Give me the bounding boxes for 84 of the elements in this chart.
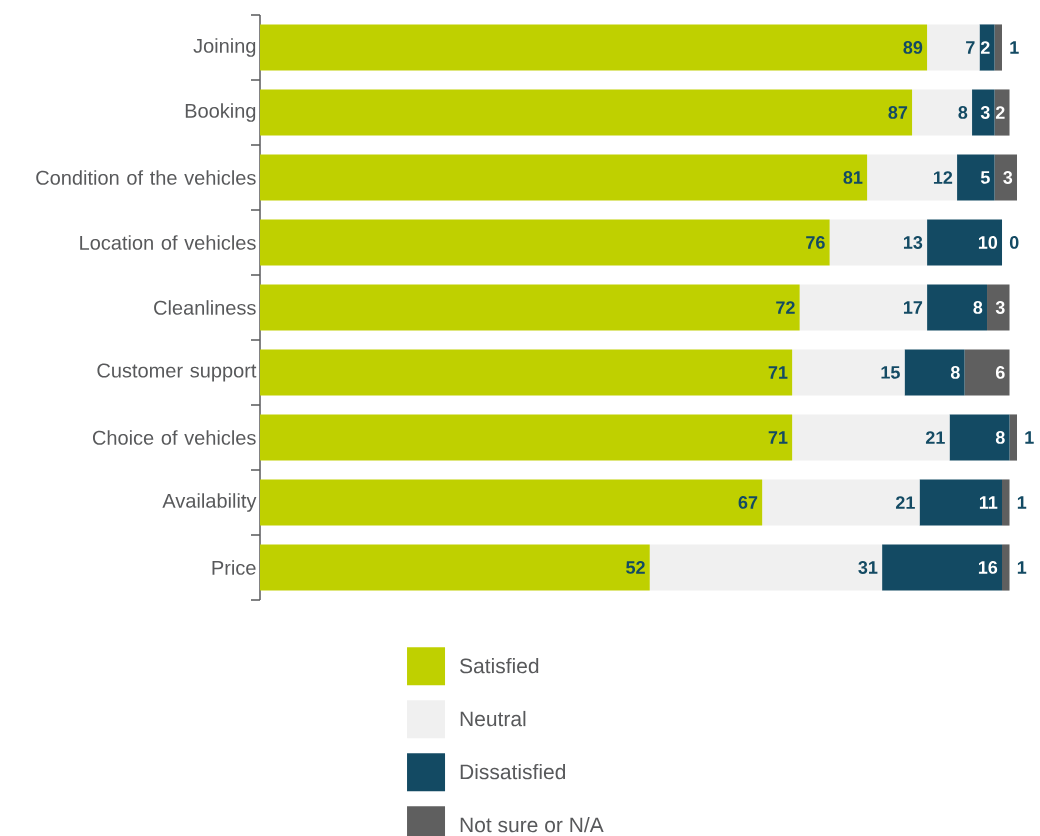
data-label: 11 bbox=[979, 496, 998, 509]
bar bbox=[1002, 479, 1010, 526]
y-tick-label: Condition of the vehicles bbox=[36, 170, 256, 185]
data-label: 3 bbox=[980, 106, 990, 119]
bar bbox=[927, 284, 988, 331]
bar bbox=[957, 154, 995, 201]
data-label: 71 bbox=[768, 366, 788, 379]
bar bbox=[949, 414, 1010, 461]
bar bbox=[972, 89, 995, 136]
bar bbox=[260, 219, 830, 266]
bar bbox=[260, 414, 793, 461]
data-label: 2 bbox=[995, 106, 1005, 119]
bar bbox=[979, 24, 995, 71]
bar bbox=[260, 24, 928, 71]
bar bbox=[829, 219, 928, 266]
bar bbox=[1009, 414, 1018, 461]
data-label: 81 bbox=[843, 171, 863, 184]
data-label: 3 bbox=[995, 301, 1005, 314]
data-label: 16 bbox=[978, 561, 998, 574]
bar bbox=[260, 154, 868, 201]
data-label: 67 bbox=[738, 496, 758, 509]
data-label: 5 bbox=[980, 171, 990, 184]
bar bbox=[260, 89, 913, 136]
y-tick-label: Choice of vehicles bbox=[92, 430, 256, 445]
y-tick-label: Location of vehicles bbox=[80, 235, 256, 250]
data-label: 8 bbox=[958, 106, 968, 119]
bar bbox=[762, 479, 920, 526]
data-label: 1 bbox=[1017, 561, 1027, 574]
data-label: 10 bbox=[978, 236, 998, 249]
bar bbox=[260, 479, 763, 526]
data-label: 21 bbox=[925, 431, 945, 444]
data-label: 1 bbox=[1010, 41, 1019, 54]
legend-label: Dissatisfied bbox=[460, 763, 566, 780]
bar bbox=[1002, 544, 1010, 591]
y-tick-label: Booking bbox=[185, 103, 256, 122]
bar bbox=[904, 349, 965, 396]
bar bbox=[994, 154, 1018, 201]
data-label: 0 bbox=[1009, 236, 1019, 249]
bar bbox=[260, 349, 793, 396]
data-label: 52 bbox=[626, 561, 645, 574]
bar bbox=[799, 284, 928, 331]
data-label: 3 bbox=[1003, 171, 1013, 184]
bar bbox=[964, 349, 1010, 396]
y-tick-label: Joining bbox=[193, 38, 256, 57]
y-tick-label: Availability bbox=[162, 493, 257, 512]
data-label: 72 bbox=[776, 301, 795, 314]
data-label: 21 bbox=[895, 496, 915, 509]
y-tick-label: Price bbox=[212, 560, 256, 575]
data-label: 8 bbox=[950, 366, 960, 379]
bar bbox=[792, 349, 905, 396]
legend-label: Satisfied bbox=[459, 657, 539, 674]
data-label: 71 bbox=[768, 431, 788, 444]
bar bbox=[919, 479, 1003, 526]
data-label: 7 bbox=[966, 41, 975, 54]
bar bbox=[260, 284, 800, 331]
y-tick-label: Cleanliness bbox=[154, 300, 256, 315]
data-label: 15 bbox=[881, 366, 900, 379]
bar bbox=[260, 544, 650, 591]
bar bbox=[927, 219, 1003, 266]
legend-label: Not sure or N/A bbox=[460, 816, 604, 833]
y-tick-label: Customer support bbox=[97, 363, 257, 382]
bar bbox=[927, 24, 980, 71]
data-label: 2 bbox=[980, 41, 990, 54]
legend-label: Neutral bbox=[460, 710, 526, 727]
bar bbox=[987, 284, 1010, 331]
bar bbox=[994, 89, 1010, 136]
data-label: 1 bbox=[1017, 496, 1027, 509]
bar bbox=[994, 24, 1003, 71]
data-label: 6 bbox=[995, 366, 1005, 379]
data-label: 31 bbox=[858, 561, 878, 574]
data-label: 87 bbox=[888, 106, 908, 119]
bar bbox=[912, 89, 973, 136]
bar bbox=[792, 414, 950, 461]
data-label: 17 bbox=[903, 301, 923, 314]
data-label: 76 bbox=[806, 236, 825, 249]
bar bbox=[882, 544, 1003, 591]
data-label: 8 bbox=[973, 301, 983, 314]
data-label: 89 bbox=[903, 41, 923, 54]
bar bbox=[649, 544, 883, 591]
data-label: 12 bbox=[933, 171, 953, 184]
data-label: 1 bbox=[1025, 431, 1034, 444]
bar bbox=[867, 154, 958, 201]
data-label: 13 bbox=[903, 236, 923, 249]
data-label: 8 bbox=[995, 431, 1005, 444]
